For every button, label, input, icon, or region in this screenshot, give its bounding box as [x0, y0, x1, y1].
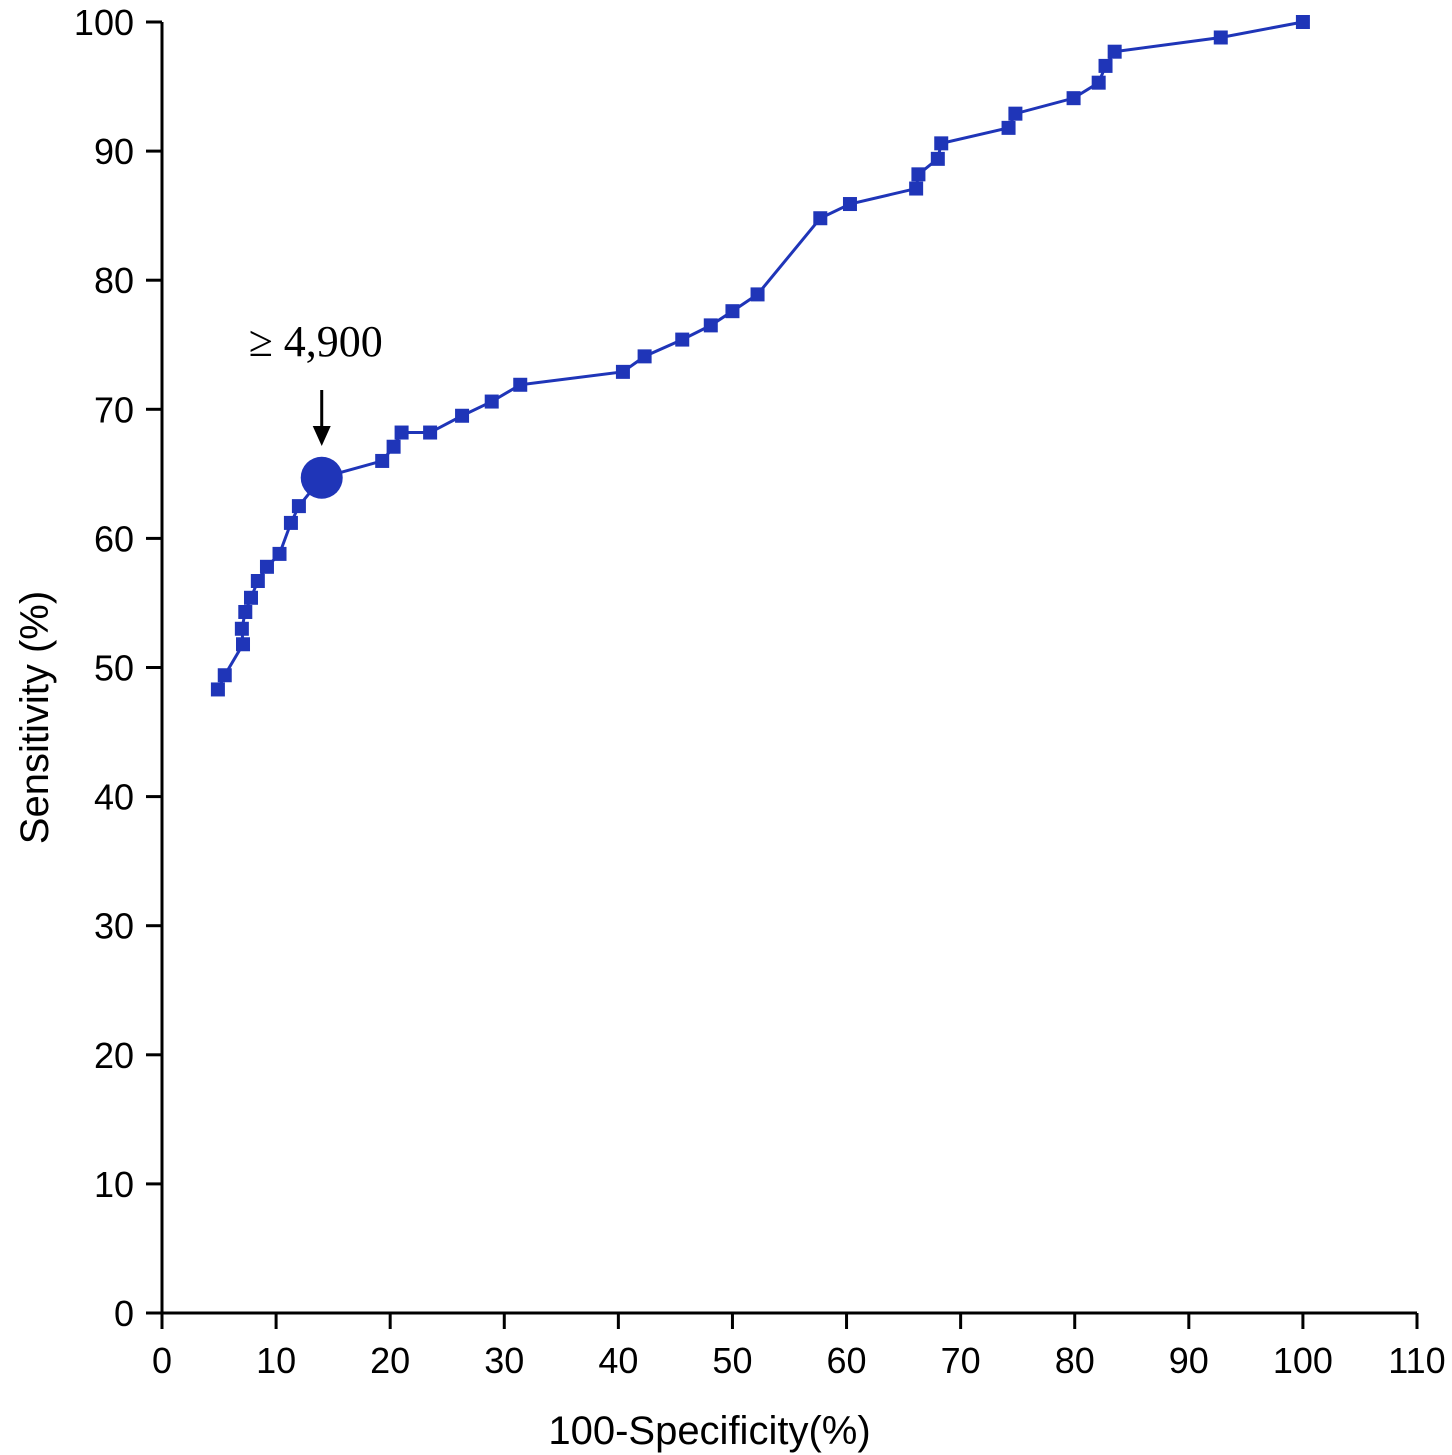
roc-point-marker [615, 364, 630, 379]
y-tick-label: 70 [94, 389, 134, 430]
roc-point-marker [250, 574, 265, 589]
series-layer [210, 15, 1310, 697]
x-tick-label: 0 [152, 1340, 172, 1381]
x-tick-label: 50 [712, 1340, 752, 1381]
y-tick-label: 20 [94, 1035, 134, 1076]
roc-point-marker [394, 425, 409, 440]
roc-point-marker [210, 682, 225, 697]
roc-point-marker [909, 181, 924, 196]
roc-point-marker [283, 515, 298, 530]
x-axis-title: 100-Specificity(%) [548, 1409, 870, 1453]
x-tick-label: 90 [1169, 1340, 1209, 1381]
x-tick-label: 110 [1388, 1340, 1445, 1381]
y-tick-label: 30 [94, 906, 134, 947]
roc-point-marker [455, 408, 470, 423]
y-tick-label: 80 [94, 260, 134, 301]
roc-point-marker [259, 559, 274, 574]
axes: 0 10 20 30 40 50 60 70 80 90 100 110 0 10 20 30 40 50 60 70… [74, 2, 1446, 1381]
roc-point-marker [703, 318, 718, 333]
roc-point-marker [930, 151, 945, 166]
cutoff-highlight-point [300, 456, 343, 499]
x-tick-label: 60 [827, 1340, 867, 1381]
y-tick-label: 10 [94, 1164, 134, 1205]
roc-point-marker [234, 621, 249, 636]
roc-point-marker [291, 499, 306, 514]
roc-point-marker [675, 332, 690, 347]
roc-point-marker [484, 394, 499, 409]
y-tick-label: 0 [114, 1293, 134, 1334]
x-tick-label: 100 [1273, 1340, 1333, 1381]
x-tick-label: 70 [941, 1340, 981, 1381]
y-tick-label: 60 [94, 518, 134, 559]
roc-point-marker [243, 590, 258, 605]
roc-point-marker [1066, 91, 1081, 106]
roc-point-marker [386, 439, 401, 454]
roc-point-marker [842, 197, 857, 212]
roc-point-marker [1091, 75, 1106, 90]
x-tick-label: 10 [256, 1340, 296, 1381]
y-tick-label: 100 [74, 2, 134, 43]
roc-point-marker [217, 668, 232, 683]
x-tick-label: 40 [598, 1340, 638, 1381]
roc-point-marker [911, 167, 926, 182]
roc-point-marker [1107, 44, 1122, 59]
roc-point-marker [238, 604, 253, 619]
roc-point-marker [272, 546, 287, 561]
roc-point-marker [513, 377, 528, 392]
x-tick-label: 20 [370, 1340, 410, 1381]
roc-point-marker [637, 349, 652, 364]
annotation-layer: ≥ 4,900 [249, 317, 383, 446]
roc-point-marker [423, 425, 438, 440]
roc-point-marker [1098, 58, 1113, 73]
x-tick-label: 80 [1055, 1340, 1095, 1381]
roc-point-marker [934, 136, 949, 151]
y-tick-label: 40 [94, 777, 134, 818]
cutoff-arrow-head [312, 426, 331, 446]
cutoff-annotation-label: ≥ 4,900 [249, 317, 383, 366]
roc-point-marker [1001, 120, 1016, 135]
roc-point-marker [1213, 30, 1228, 45]
roc-point-marker [236, 637, 251, 652]
y-tick-label: 50 [94, 648, 134, 689]
roc-point-marker [375, 453, 390, 468]
roc-point-marker [725, 304, 740, 319]
y-tick-label: 90 [94, 131, 134, 172]
x-tick-label: 30 [484, 1340, 524, 1381]
y-axis-title: Sensitivity (%) [13, 591, 57, 844]
roc-point-marker [1295, 15, 1310, 29]
roc-point-marker [1008, 106, 1023, 121]
roc-point-marker [750, 287, 765, 302]
roc-point-marker [813, 211, 828, 226]
